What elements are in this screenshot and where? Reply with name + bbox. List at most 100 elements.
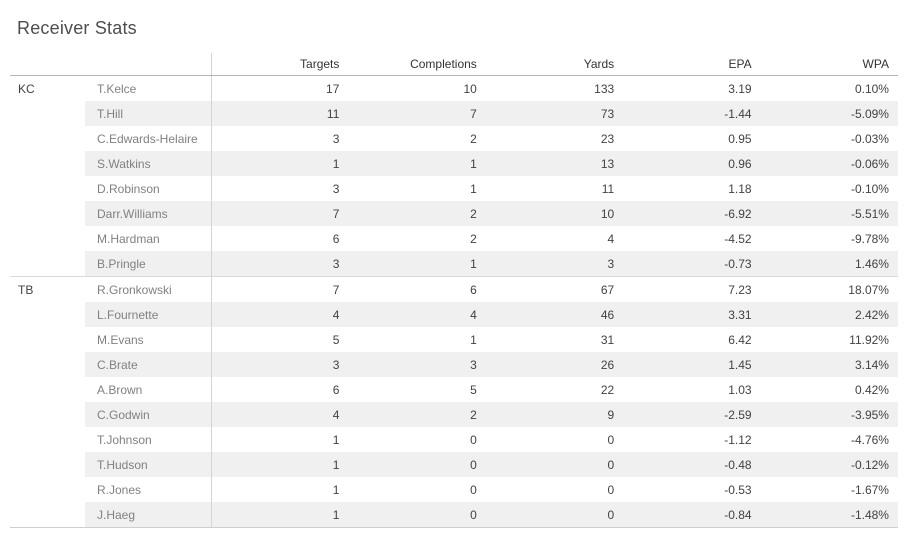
team-label	[10, 327, 85, 352]
team-label	[10, 302, 85, 327]
stat-wpa: -1.67%	[850, 482, 889, 497]
table-row[interactable]: M.Evans 5 1 31 6.42 11.92%	[10, 327, 898, 352]
player-name: A.Brown	[97, 382, 143, 397]
player-name: T.Hill	[85, 101, 211, 126]
column-header-completions[interactable]: Completions	[410, 57, 477, 71]
stat-targets: 6	[211, 377, 348, 402]
column-header-epa[interactable]: EPA	[728, 57, 752, 71]
table-row[interactable]: R.Jones 1 0 0 -0.53 -1.67%	[10, 477, 898, 502]
stat-completions: 7	[348, 101, 486, 126]
player-name: T.Johnson	[97, 432, 152, 447]
table-row[interactable]: TB R.Gronkowski 7 6 67 7.23 18.07%	[10, 277, 898, 302]
stat-yards: 46	[485, 302, 624, 327]
stat-epa: -4.52	[724, 231, 752, 246]
stat-yards: 31	[600, 332, 615, 347]
table-row[interactable]: T.Hill 11 7 73 -1.44 -5.09%	[10, 101, 898, 126]
stat-epa: 7.23	[728, 282, 752, 297]
player-name: J.Haeg	[85, 502, 211, 527]
stat-yards: 3	[485, 251, 624, 276]
stat-wpa: 11.92%	[849, 332, 889, 347]
stat-wpa: 2.42%	[760, 302, 898, 327]
table-row[interactable]: A.Brown 6 5 22 1.03 0.42%	[10, 377, 898, 402]
stat-yards: 13	[485, 151, 624, 176]
team-label	[10, 151, 85, 176]
stat-wpa: -5.51%	[760, 201, 898, 226]
team-group-tb: TB R.Gronkowski 7 6 67 7.23 18.07% L.Fournette 4…	[10, 276, 898, 527]
stat-targets: 1	[211, 502, 349, 527]
stat-epa: 6.42	[728, 332, 752, 347]
stat-targets: 4	[211, 302, 349, 327]
team-label	[10, 352, 85, 377]
team-label	[10, 176, 85, 201]
stat-completions: 0	[348, 502, 486, 527]
player-name: D.Robinson	[97, 181, 160, 196]
player-column-header-spacer	[85, 53, 211, 75]
stat-wpa: -1.48%	[760, 502, 898, 527]
team-label	[10, 402, 85, 427]
stat-wpa: 0.42%	[854, 382, 889, 397]
stat-yards: 133	[594, 81, 615, 96]
stat-completions: 1	[348, 151, 486, 176]
stat-yards: 0	[485, 502, 624, 527]
stat-completions: 2	[348, 201, 486, 226]
table-row[interactable]: Darr.Williams 7 2 10 -6.92 -5.51%	[10, 201, 898, 226]
table-row[interactable]: C.Edwards-Helaire 3 2 23 0.95 -0.03%	[10, 126, 898, 151]
stat-completions: 2	[470, 131, 477, 146]
stat-yards: 67	[600, 282, 615, 297]
stat-yards: 0	[485, 452, 624, 477]
table-row[interactable]: C.Brate 3 3 26 1.45 3.14%	[10, 352, 898, 377]
player-name: C.Edwards-Helaire	[97, 131, 198, 146]
team-label	[10, 126, 85, 151]
receiver-stats-table: Targets Completions Yards EPA WPA KC T.Kelce 1…	[10, 53, 898, 528]
team-label	[10, 201, 85, 226]
player-name: T.Kelce	[97, 81, 137, 96]
table-row[interactable]: B.Pringle 3 1 3 -0.73 1.46%	[10, 251, 898, 276]
stat-targets: 7	[211, 201, 349, 226]
stat-targets: 3	[211, 352, 349, 377]
stat-targets: 5	[211, 327, 348, 352]
player-name: L.Fournette	[85, 302, 211, 327]
stat-wpa: -5.09%	[760, 101, 898, 126]
page-title: Receiver Stats	[17, 18, 137, 38]
stat-epa: -0.53	[724, 482, 752, 497]
team-label: KC	[18, 81, 35, 96]
table-row[interactable]: J.Haeg 1 0 0 -0.84 -1.48%	[10, 502, 898, 527]
stat-epa: 1.45	[623, 352, 761, 377]
table-row[interactable]: T.Hudson 1 0 0 -0.48 -0.12%	[10, 452, 898, 477]
team-label	[10, 226, 85, 251]
stat-targets: 4	[211, 402, 349, 427]
stat-wpa: -3.95%	[760, 402, 898, 427]
stat-wpa: 18.07%	[848, 282, 889, 297]
stat-completions: 2	[470, 231, 477, 246]
stat-wpa: -9.78%	[850, 231, 889, 246]
column-header-yards[interactable]: Yards	[583, 57, 615, 71]
stat-yards: 23	[600, 131, 615, 146]
stat-completions: 3	[348, 352, 486, 377]
column-header-wpa[interactable]: WPA	[862, 57, 889, 71]
table-row[interactable]: C.Godwin 4 2 9 -2.59 -3.95%	[10, 402, 898, 427]
stat-wpa: -0.12%	[760, 452, 898, 477]
stat-completions: 4	[348, 302, 486, 327]
stat-completions: 0	[348, 452, 486, 477]
table-row[interactable]: T.Johnson 1 0 0 -1.12 -4.76%	[10, 427, 898, 452]
stat-yards: 11	[601, 181, 615, 196]
stat-wpa: 1.46%	[760, 251, 898, 276]
stat-yards: 4	[607, 231, 615, 246]
team-label	[10, 377, 85, 402]
stat-yards: 9	[485, 402, 624, 427]
table-row[interactable]: S.Watkins 1 1 13 0.96 -0.06%	[10, 151, 898, 176]
team-label	[10, 502, 85, 527]
table-row[interactable]: KC T.Kelce 17 10 133 3.19 0.10%	[10, 76, 898, 101]
table-row[interactable]: M.Hardman 6 2 4 -4.52 -9.78%	[10, 226, 898, 251]
stat-epa: -1.44	[623, 101, 761, 126]
table-row[interactable]: L.Fournette 4 4 46 3.31 2.42%	[10, 302, 898, 327]
stat-completions: 2	[348, 402, 486, 427]
column-header-targets[interactable]: Targets	[211, 53, 348, 75]
table-body: KC T.Kelce 17 10 133 3.19 0.10% T.Hill 11 7 73 -1.4…	[10, 76, 898, 527]
stat-completions: 1	[348, 251, 486, 276]
stat-wpa: 3.14%	[760, 352, 898, 377]
stat-epa: -1.12	[724, 432, 752, 447]
table-row[interactable]: D.Robinson 3 1 11 1.18 -0.10%	[10, 176, 898, 201]
stat-targets: 7	[211, 277, 348, 302]
